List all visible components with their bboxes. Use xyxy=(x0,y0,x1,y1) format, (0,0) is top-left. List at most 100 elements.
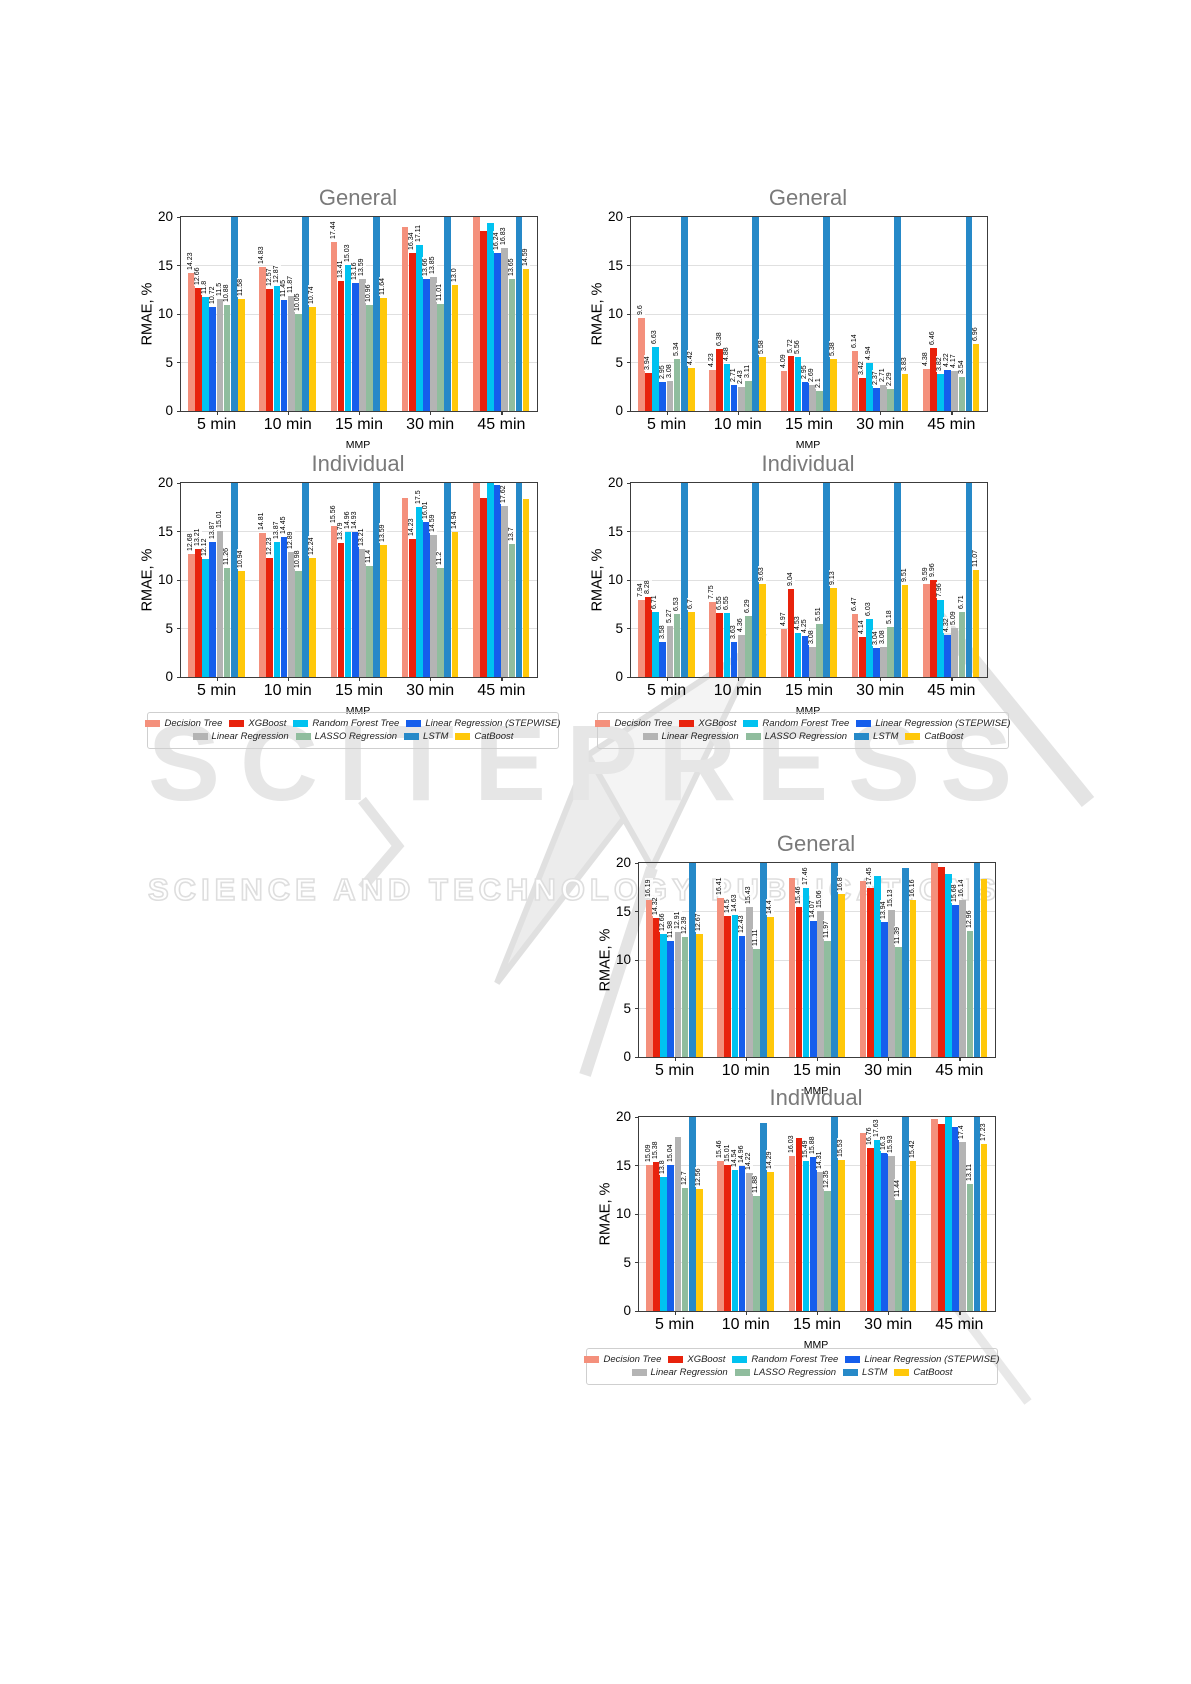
bar-lstm xyxy=(444,483,452,677)
x-tick-mark xyxy=(888,1057,890,1061)
bar-value-label: 17.11 xyxy=(415,224,424,244)
y-axis-label: RMAE, % xyxy=(140,483,156,677)
plot-area: RMAE, % 0 5 10 15 20 5 min 10 min 15 min 30 min 4… xyxy=(140,209,538,433)
bar-random-forest-tree xyxy=(344,265,352,411)
bar-value-label: 11.87 xyxy=(286,274,295,294)
bar-linear-regression xyxy=(287,551,295,677)
legend-item-catboost: CatBoost xyxy=(455,730,513,743)
bar-value-label: 15.43 xyxy=(744,885,753,906)
x-tick-label: 15 min xyxy=(334,416,383,433)
x-tick-mark xyxy=(287,677,289,681)
bar-decision-tree xyxy=(922,583,930,677)
bar-value-label: 16.83 xyxy=(500,226,509,246)
bar-linear-regression xyxy=(951,627,959,677)
bar-value-label: 13.59 xyxy=(358,257,367,278)
bar-linear-regression-stepwise xyxy=(809,920,817,1057)
bar-linear-regression xyxy=(430,276,437,411)
y-tick-mark xyxy=(176,579,181,581)
bar-xgboost xyxy=(653,918,660,1057)
bar-value-label: 6.7 xyxy=(687,598,696,611)
legend-bottom: Decision Tree XGBoost Random Forest Tree Li… xyxy=(584,1348,1000,1385)
bar-linear-regression-stepwise xyxy=(738,1165,746,1311)
y-tick-label: 5 xyxy=(615,354,623,370)
y-axis-label-text: RMAE, % xyxy=(597,1182,614,1246)
bar-value-label: 14.63 xyxy=(730,893,739,914)
x-tick-mark xyxy=(666,411,668,415)
y-tick-label: 0 xyxy=(615,403,623,418)
bar-linear-regression xyxy=(888,1156,895,1311)
bar-value-label: 6.14 xyxy=(850,333,859,350)
bar-value-label: 11.39 xyxy=(894,925,903,945)
bar-value-label: 9.6 xyxy=(637,304,646,316)
bar-linear-regression xyxy=(737,634,745,677)
bar-linear-regression-stepwise xyxy=(423,521,430,677)
bar-lasso-regression xyxy=(966,931,974,1057)
bar-value-label: 10.05 xyxy=(293,291,302,312)
bar-value-label: 16.19 xyxy=(645,878,654,898)
bar-xgboost xyxy=(858,377,866,411)
x-tick-label: 5 min xyxy=(655,1316,695,1333)
x-tick-mark xyxy=(745,1057,747,1061)
bar-linear-regression xyxy=(745,1173,753,1311)
bar-random-forest-tree xyxy=(652,346,660,411)
x-tick-label: 15 min xyxy=(792,1316,841,1333)
x-tick-label: 30 min xyxy=(864,1316,913,1333)
bar-lasso-regression xyxy=(437,304,445,411)
bar-value-label: 14.29 xyxy=(766,1150,775,1171)
bar-lasso-regression xyxy=(681,1187,689,1311)
bar-catboost xyxy=(909,900,917,1057)
bar-linear-regression xyxy=(674,1137,682,1311)
bar-decision-tree xyxy=(788,1155,796,1311)
bar-xgboost xyxy=(716,613,724,677)
bar-value-label: 6.38 xyxy=(715,331,724,348)
y-tick-mark xyxy=(176,482,181,484)
y-axis-label-text: RMAE, % xyxy=(589,282,606,346)
gridline xyxy=(631,362,987,363)
legend-label: LASSO Regression xyxy=(764,731,848,742)
legend-item-catboost: CatBoost xyxy=(894,1366,952,1379)
bar-linear-regression-stepwise xyxy=(659,382,667,411)
legend-row: Linear Regression LASSO Regression LSTM Cat… xyxy=(591,1366,993,1379)
bar-linear-regression-stepwise xyxy=(944,635,951,677)
bar-value-label: 12.7 xyxy=(680,1170,689,1186)
legend-label: Linear Regression (STEPWISE) xyxy=(875,718,1011,729)
bar-value-label: 4.23 xyxy=(708,352,717,368)
x-tick-label: 45 min xyxy=(927,416,976,433)
legend-swatch-catboost xyxy=(894,1369,910,1376)
bar-catboost xyxy=(309,558,316,677)
legend-item-decision-tree: Decision Tree xyxy=(584,1353,661,1366)
bar-catboost xyxy=(451,284,459,411)
legend-item-lasso-regression: LASSO Regression xyxy=(295,730,397,743)
legend-swatch-lstm xyxy=(854,733,870,740)
bar-value-label: 15.03 xyxy=(343,243,352,264)
legend-label: XGBoost xyxy=(687,1354,726,1365)
bar-value-label: 16.14 xyxy=(958,878,967,899)
x-tick-label: 5 min xyxy=(197,416,237,433)
bar-xgboost xyxy=(858,636,866,677)
y-tick-label: 20 xyxy=(615,855,631,870)
bar-catboost xyxy=(237,570,245,677)
bar-value-label: 5.18 xyxy=(886,609,895,625)
legend-label: CatBoost xyxy=(924,731,964,742)
bar-value-label: 17.4 xyxy=(958,1124,967,1141)
bar-linear-regression-stepwise xyxy=(209,307,217,411)
y-tick-label: 5 xyxy=(623,1254,631,1270)
x-tick-mark xyxy=(674,1057,676,1061)
legend-row: Decision Tree XGBoost Random Forest Tree Li… xyxy=(145,717,561,730)
bar-random-forest-tree xyxy=(794,357,802,411)
legend-swatch-lasso-regression xyxy=(295,733,311,740)
bar-value-label: 9.13 xyxy=(829,570,838,587)
bar-xgboost xyxy=(266,558,274,677)
bar-value-label: 17.62 xyxy=(500,484,509,505)
bar-lstm xyxy=(973,863,981,1057)
chart-title: Individual xyxy=(761,451,855,476)
bar-lasso-regression xyxy=(508,278,516,411)
x-tick-label: 5 min xyxy=(655,1062,695,1079)
bar-linear-regression xyxy=(359,548,366,677)
bar-value-label: 12.56 xyxy=(695,1167,704,1188)
x-tick-label: 45 min xyxy=(935,1062,984,1079)
y-tick-label: 0 xyxy=(623,1049,631,1064)
bar-random-forest-tree xyxy=(794,633,802,677)
gridline xyxy=(631,313,987,315)
